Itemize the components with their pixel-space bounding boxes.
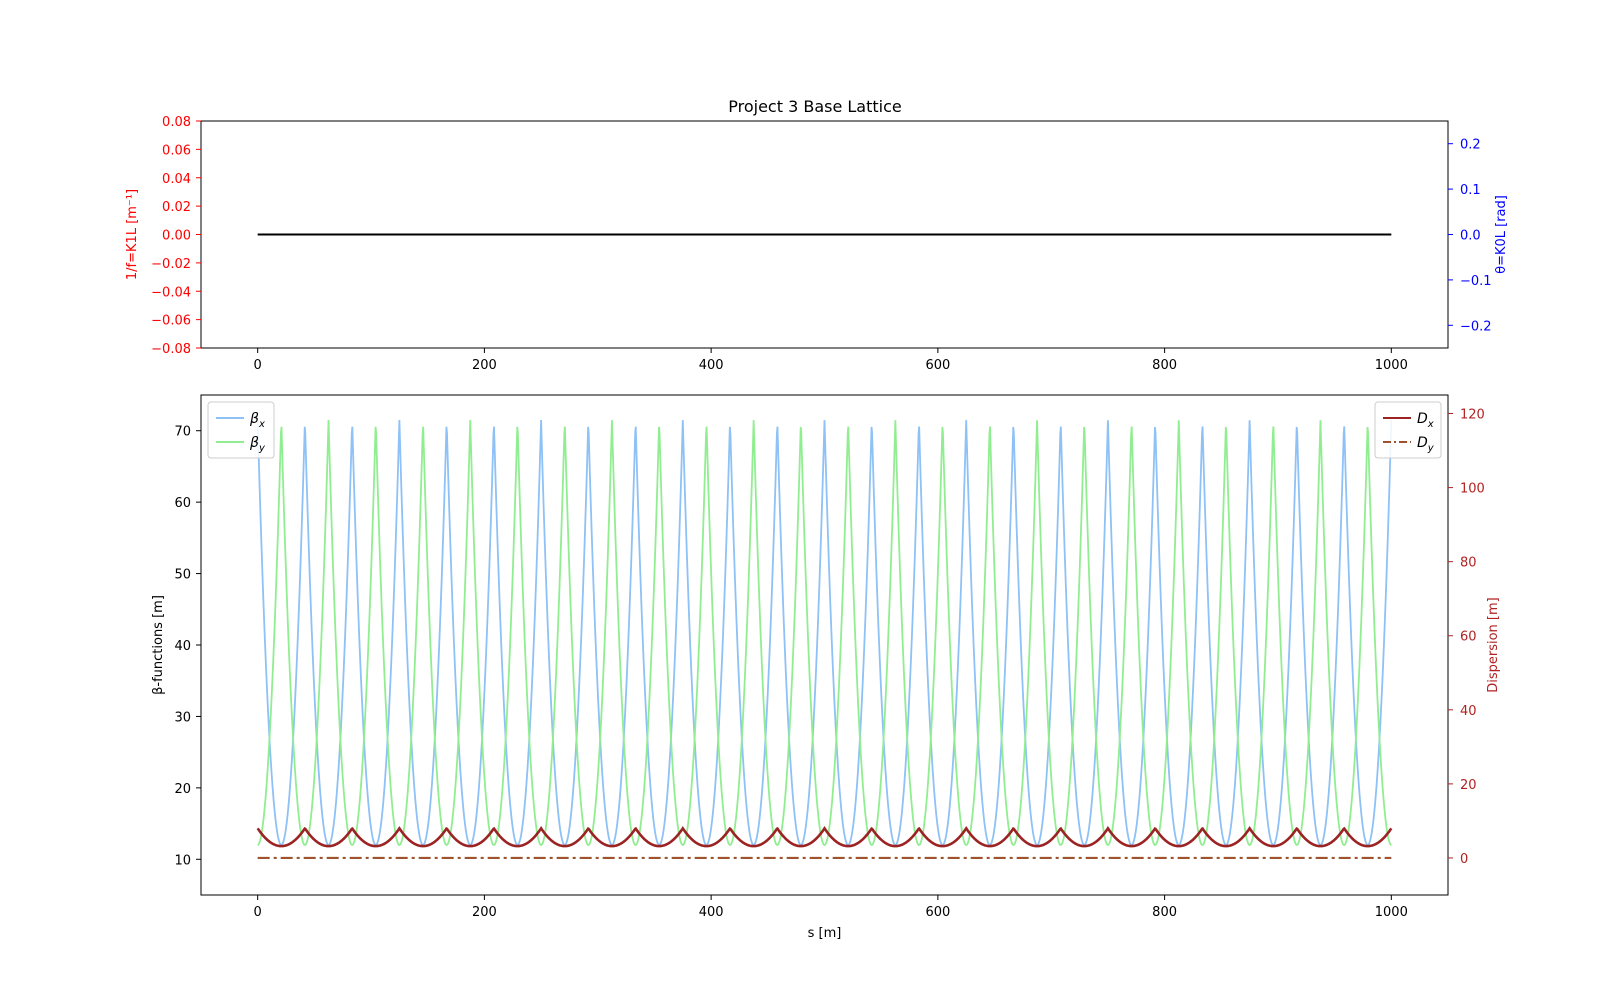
y-right-tick-label: 0.2 <box>1460 138 1481 153</box>
x-tick-label: 800 <box>1152 905 1177 920</box>
y-left-tick-label: 10 <box>174 853 191 868</box>
legend-subscript: y <box>258 443 266 454</box>
beta-x-line <box>256 419 1393 846</box>
y-left-tick-label: 0.08 <box>162 115 191 130</box>
top-panel: 0 200 400 600 800 1000 0.08 0.06 0.04 0.02 0.00 −0.… <box>125 115 1509 373</box>
x-tick-label: 0 <box>254 905 262 920</box>
y-right-tick-label: 40 <box>1460 704 1477 719</box>
y-right-tick-label: 80 <box>1460 556 1477 571</box>
legend-subscript: y <box>1427 443 1435 454</box>
y-right-axis-label: Dispersion [m] <box>1486 597 1501 693</box>
y-left-tick-label: 0.00 <box>162 229 191 244</box>
x-tick-label: 0 <box>254 358 262 373</box>
y-right-tick-label: −0.1 <box>1460 274 1492 289</box>
y-left-tick-label: 30 <box>174 710 191 725</box>
y-left-tick-label: −0.08 <box>151 342 191 357</box>
x-tick-label: 400 <box>699 358 724 373</box>
dispersion-x-line <box>256 826 1393 848</box>
y-left-tick-label: 40 <box>174 639 191 654</box>
y-left-tick-label: 0.02 <box>162 200 191 215</box>
x-tick-label: 200 <box>472 358 497 373</box>
y-right-tick-label: 60 <box>1460 630 1477 645</box>
y-right-tick-label: −0.2 <box>1460 319 1492 334</box>
y-left-tick-label: 0.04 <box>162 172 191 187</box>
bottom-panel: 0 200 400 600 800 100070605040302010120100806… <box>151 394 1501 941</box>
legend-box <box>207 401 275 459</box>
y-left-tick-label: −0.06 <box>151 314 191 329</box>
x-tick-label: 1000 <box>1375 358 1408 373</box>
beta-y-line <box>257 419 1392 846</box>
y-left-tick-label: 70 <box>174 425 191 440</box>
x-tick-label: 1000 <box>1375 905 1408 920</box>
y-right-tick-label: 0.1 <box>1460 183 1481 198</box>
y-right-tick-label: 120 <box>1460 408 1485 423</box>
legend-box <box>1374 401 1442 459</box>
legend-subscript: x <box>1427 419 1434 430</box>
y-left-tick-label: 0.06 <box>162 143 191 158</box>
y-left-tick-label: −0.02 <box>151 257 191 272</box>
legend-subscript: x <box>258 419 265 430</box>
y-right-tick-label: 20 <box>1460 778 1477 793</box>
y-right-axis-label: θ=K0L [rad] <box>1494 195 1509 274</box>
bottom-plot-area <box>256 419 1393 860</box>
y-right-tick-label: 100 <box>1460 482 1485 497</box>
y-left-tick-label: −0.04 <box>151 285 191 300</box>
x-tick-label: 200 <box>472 905 497 920</box>
x-axis-label: s [m] <box>808 926 842 941</box>
y-left-tick-label: 60 <box>174 496 191 511</box>
y-right-tick-label: 0 <box>1460 852 1468 867</box>
x-tick-label: 600 <box>925 905 950 920</box>
y-left-tick-label: 20 <box>174 782 191 797</box>
chart-title: Project 3 Base Lattice <box>728 97 902 116</box>
y-left-axis-label: 1/f=K1L [m⁻¹] <box>125 189 140 280</box>
x-tick-label: 800 <box>1152 358 1177 373</box>
x-tick-label: 400 <box>699 905 724 920</box>
bottom-plot-frame <box>200 394 1449 896</box>
y-right-tick-label: 0.0 <box>1460 229 1481 244</box>
y-left-tick-label: 50 <box>174 568 191 583</box>
x-tick-label: 600 <box>925 358 950 373</box>
y-left-axis-label: β-functions [m] <box>151 595 166 695</box>
